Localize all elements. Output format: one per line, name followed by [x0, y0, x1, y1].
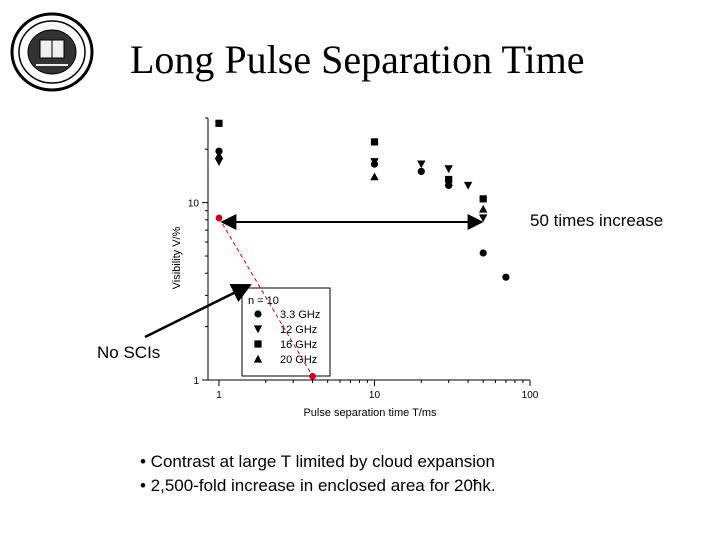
slide-title: Long Pulse Separation Time [130, 37, 585, 82]
data-point [444, 165, 453, 174]
y-tick-label: 1 [193, 376, 199, 387]
legend-entry: 3.3 GHz [280, 309, 320, 321]
legend-title: n = 10 [248, 295, 279, 307]
x-axis-label: Pulse separation time T/ms [303, 407, 437, 419]
bullet-item: • 2,500-fold increase in enclosed area f… [140, 476, 496, 495]
red-point [215, 214, 223, 222]
bullet-item: • Contrast at large T limited by cloud e… [140, 452, 495, 471]
legend-entry: 16 GHz [280, 339, 317, 351]
legend-marker [253, 354, 263, 363]
data-point [370, 138, 379, 146]
data-point [417, 167, 425, 175]
red-dashed-line [218, 217, 314, 377]
x-tick-label: 10 [369, 390, 381, 401]
bullet-list: • Contrast at large T limited by cloud e… [140, 450, 496, 498]
data-point [444, 178, 453, 187]
increase-annotation: 50 times increase [530, 211, 664, 230]
legend-marker [253, 325, 263, 334]
data-point [370, 172, 379, 181]
legend-marker [254, 340, 262, 348]
red-point [309, 372, 317, 380]
data-point [215, 119, 223, 127]
data-point [214, 151, 224, 159]
data-point [479, 195, 487, 203]
legend-entry: 20 GHz [280, 354, 317, 366]
data-point [417, 160, 426, 169]
no-scis-arrow [144, 283, 252, 339]
data-point [478, 214, 488, 223]
data-point [479, 249, 487, 257]
y-tick-label: 10 [188, 199, 200, 210]
data-point [478, 204, 488, 213]
x-tick-label: 100 [522, 390, 539, 401]
no-scis-annotation: No SCIs [97, 343, 161, 362]
legend-entry: 12 GHz [280, 324, 317, 336]
legend-marker [254, 310, 262, 318]
x-tick-label: 1 [216, 390, 222, 401]
data-point [502, 273, 510, 281]
data-point [370, 158, 379, 166]
university-seal [10, 12, 94, 92]
data-point [214, 158, 224, 166]
data-point [463, 181, 473, 190]
y-axis-label: Visibility V/% [171, 226, 183, 289]
